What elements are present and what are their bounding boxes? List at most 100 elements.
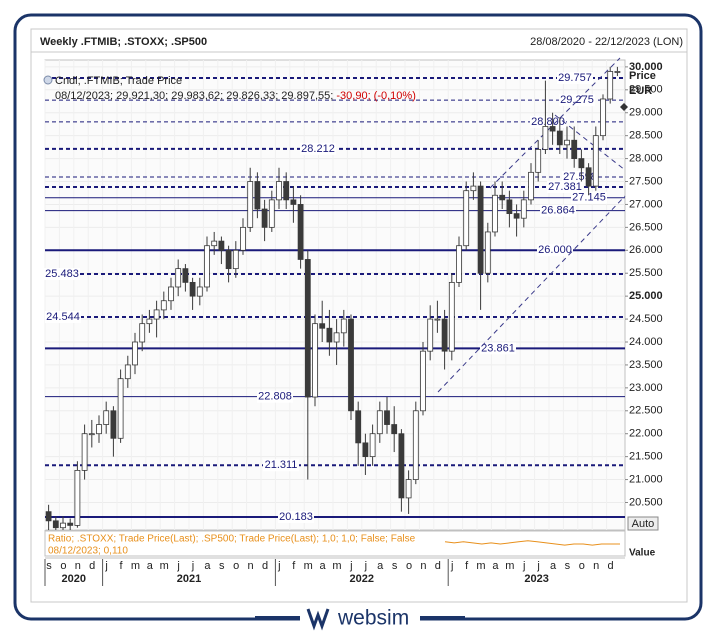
candle-body	[542, 126, 549, 150]
x-tick-label: j	[364, 560, 367, 572]
channel-line	[437, 195, 626, 393]
level-label-bg	[537, 244, 573, 257]
ratio-legend: Ratio; .STOXX; Trade Price(Last); .SP500…	[48, 534, 416, 545]
x-tick-label: a	[492, 560, 499, 572]
candle-body	[124, 364, 131, 380]
level-label-bg	[44, 267, 80, 280]
candle-body	[448, 281, 455, 352]
candle-body	[146, 318, 153, 325]
candle-body	[117, 378, 124, 439]
candle-body	[470, 185, 477, 192]
candle-body	[427, 318, 434, 352]
candle-body	[362, 442, 369, 458]
last-price-marker	[620, 103, 628, 111]
channel	[437, 57, 626, 393]
candle-body	[96, 424, 102, 435]
candle-body	[304, 259, 311, 398]
level-label-bg	[547, 180, 583, 193]
channel-line	[489, 57, 621, 189]
x-tick-label: o	[406, 560, 412, 572]
candle-body	[319, 323, 326, 329]
candle-body	[60, 522, 66, 529]
y-tick-label: 29.500	[629, 84, 663, 96]
legend-ohlc: 08/12/2023; 29.921,30; 29.983,62; 29.826…	[55, 90, 333, 102]
x-tick-label: m	[332, 560, 341, 572]
x-tick-label: f	[465, 560, 469, 572]
ratio-line	[444, 540, 620, 546]
y-tick-label: 23.500	[629, 359, 663, 371]
auto-button[interactable]	[627, 516, 659, 531]
candle-body	[254, 181, 261, 210]
candle-body	[88, 433, 95, 436]
candle-body	[247, 181, 254, 228]
levels: 29.75729.27528.80028.21227.59827.38127.1…	[44, 72, 625, 524]
x-tick-label: m	[131, 560, 140, 572]
x-tick-label: j	[536, 560, 539, 572]
x-tick-label: d	[262, 560, 268, 572]
x-tick-label: a	[550, 560, 557, 572]
level-label-bg	[480, 342, 516, 355]
candle-body	[434, 318, 441, 321]
candle-body	[240, 226, 246, 251]
y-axis: 20.500 21.000 21.500 22.000 22.500 23.000 23.5…	[625, 61, 663, 508]
candle-body	[103, 410, 110, 425]
channel-line	[554, 114, 626, 171]
y-tick-label: 26.500	[629, 221, 663, 233]
level-label: 29.275	[560, 94, 594, 106]
candle-body	[189, 281, 196, 297]
level-label-bg	[263, 459, 299, 472]
y-tick-label: 30.000	[629, 61, 663, 73]
level-label: 20.183	[279, 511, 313, 523]
candle-body	[600, 98, 606, 137]
candle-body	[160, 300, 167, 311]
candle-body	[384, 410, 390, 425]
candle-body	[535, 149, 542, 173]
x-tick-label: s	[219, 560, 225, 572]
candle-body	[355, 410, 362, 444]
legend-icon[interactable]	[43, 75, 53, 85]
x-tick-label: a	[204, 560, 211, 572]
x-tick-label: j	[277, 560, 280, 572]
legend-values: 08/12/2023; 29.921,30; 29.983,62; 29.826…	[55, 90, 416, 102]
level-label-bg	[300, 142, 336, 155]
x-tick-label: m	[476, 560, 485, 572]
candle-body	[74, 469, 81, 526]
candle-body	[333, 332, 340, 343]
level-label: 26.864	[541, 205, 575, 217]
candle-body	[391, 424, 398, 435]
level-label-bg	[45, 311, 81, 324]
y-axis-unit: EUR	[629, 85, 652, 97]
candle-body	[499, 194, 506, 201]
candle-body	[268, 199, 275, 228]
candles	[45, 66, 621, 530]
x-tick-label: n	[248, 560, 254, 572]
candle-body	[564, 139, 570, 146]
candle-body	[405, 479, 412, 499]
level-label: 24.544	[46, 311, 80, 323]
candle-body	[607, 71, 614, 100]
candle-body	[549, 126, 556, 132]
candle-body	[398, 433, 405, 499]
x-tick-label: s	[46, 560, 52, 572]
grid	[44, 60, 625, 530]
y-tick-label: 28.000	[629, 152, 663, 164]
y-tick-label: 21.000	[629, 473, 663, 485]
x-tick-label: m	[160, 560, 169, 572]
candle-body	[513, 213, 520, 219]
candle-body	[506, 199, 513, 215]
candle-body	[420, 350, 426, 412]
x-tick-label: o	[579, 560, 585, 572]
candle-body	[340, 318, 347, 334]
x-tick-label: j	[522, 560, 525, 572]
logo: websim	[255, 604, 465, 632]
auto-button-label[interactable]: Auto	[632, 518, 655, 530]
candle-body	[528, 171, 534, 201]
logo-mark	[306, 608, 330, 631]
candle-body	[484, 231, 491, 274]
candle-body	[592, 135, 599, 187]
year-label: 2021	[177, 573, 201, 585]
candle-body	[376, 410, 383, 435]
candle-body	[81, 433, 88, 471]
level-label: 26.000	[538, 244, 572, 256]
